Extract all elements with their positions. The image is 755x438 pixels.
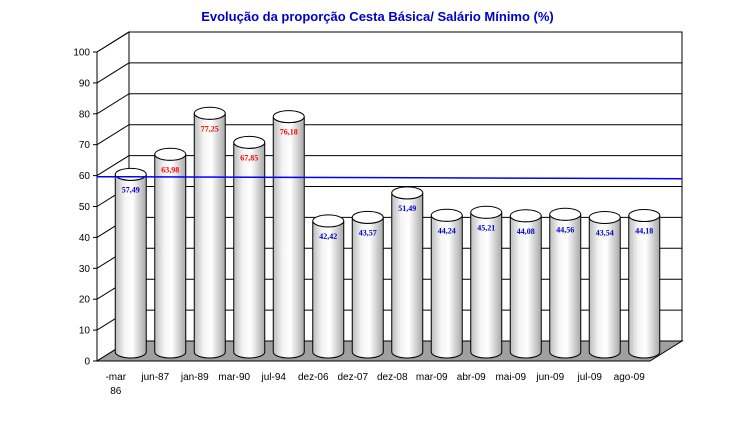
bar-body <box>312 220 345 359</box>
bar-top <box>549 207 582 221</box>
bar-body <box>509 215 542 359</box>
data-label: 63,98 <box>161 165 179 174</box>
y-tick-label: 20 <box>79 295 91 306</box>
data-label: 43,54 <box>596 228 614 237</box>
category-label: ago-09 <box>614 372 646 383</box>
bar <box>391 186 424 359</box>
bar-body <box>114 174 147 359</box>
bar <box>351 210 384 359</box>
bar-top <box>193 106 226 120</box>
bar <box>549 207 582 359</box>
bar <box>628 208 661 359</box>
bar-body <box>588 217 621 359</box>
bar <box>588 210 621 359</box>
bar-top <box>233 135 266 149</box>
category-label-line: -mar <box>105 372 126 383</box>
bar-body <box>233 142 266 359</box>
y-tick-label: 90 <box>79 78 91 89</box>
category-label-line: 86 <box>110 386 122 397</box>
y-tick-label: 70 <box>79 140 91 151</box>
data-label: 44,08 <box>517 227 535 236</box>
chart-title: Evolução da proporção Cesta Básica/ Salá… <box>201 9 554 24</box>
bar <box>430 208 463 359</box>
data-label: 45,21 <box>477 223 495 232</box>
category-label: jun-09 <box>535 372 564 383</box>
category-label: jul-94 <box>261 372 287 383</box>
gridline-side <box>96 31 130 53</box>
bar-body <box>272 116 305 359</box>
bar-top <box>588 210 621 224</box>
data-label: 77,25 <box>201 124 219 133</box>
category-label: -mar 86 <box>105 372 126 397</box>
category-label: jul-09 <box>577 372 603 383</box>
category-label: dez-07 <box>337 372 368 383</box>
bar-top <box>272 110 305 124</box>
bar <box>193 106 226 359</box>
bar-body <box>193 113 226 359</box>
bar-body <box>430 215 463 359</box>
data-label: 76,18 <box>280 128 298 137</box>
category-label: mar-90 <box>218 372 250 383</box>
bar-body <box>549 214 582 359</box>
data-label: 44,24 <box>438 226 456 235</box>
y-tick-label: 0 <box>84 357 90 368</box>
bar <box>312 214 345 359</box>
bar-top <box>509 209 542 223</box>
y-tick-label: 30 <box>79 264 91 275</box>
category-label: jun-87 <box>140 372 169 383</box>
bar <box>509 209 542 359</box>
data-label: 44,56 <box>556 225 574 234</box>
reference-line <box>96 175 683 180</box>
bar-top <box>470 205 503 219</box>
data-label: 42,42 <box>319 232 337 241</box>
y-tick-label: 100 <box>73 48 90 59</box>
bar-body <box>154 154 187 359</box>
y-tick-label: 80 <box>79 109 91 120</box>
bar-top <box>430 208 463 222</box>
bar <box>272 110 305 359</box>
bar <box>233 135 266 359</box>
data-label: 51,49 <box>398 204 416 213</box>
data-label: 67,85 <box>240 153 258 162</box>
bar-body <box>351 217 384 359</box>
gridline-side <box>96 62 130 84</box>
y-tick-label: 50 <box>79 202 91 213</box>
gridline-side <box>96 155 130 177</box>
gridline-side <box>96 124 130 146</box>
data-label: 57,49 <box>122 185 140 194</box>
category-label: mar-09 <box>416 372 448 383</box>
category-label: dez-08 <box>377 372 408 383</box>
bar-body <box>470 212 503 359</box>
category-label: dez-06 <box>298 372 329 383</box>
y-tick-label: 40 <box>79 233 91 244</box>
bar-top <box>154 147 187 161</box>
gridline-side <box>96 93 130 115</box>
category-label: mai-09 <box>495 372 526 383</box>
bar <box>154 147 187 359</box>
bar-top <box>312 214 345 228</box>
bar <box>114 167 147 359</box>
bar-top <box>114 167 147 181</box>
bar-body <box>391 192 424 359</box>
bar-top <box>351 210 384 224</box>
bar-top <box>391 186 424 200</box>
data-label: 43,57 <box>359 228 377 237</box>
bar-body <box>628 215 661 359</box>
data-label: 44,18 <box>635 226 653 235</box>
bar <box>470 205 503 359</box>
category-label: abr-09 <box>457 372 486 383</box>
y-tick-label: 10 <box>79 326 91 337</box>
category-label: jan-89 <box>180 372 209 383</box>
y-tick-label: 60 <box>79 171 91 182</box>
bar-top <box>628 208 661 222</box>
